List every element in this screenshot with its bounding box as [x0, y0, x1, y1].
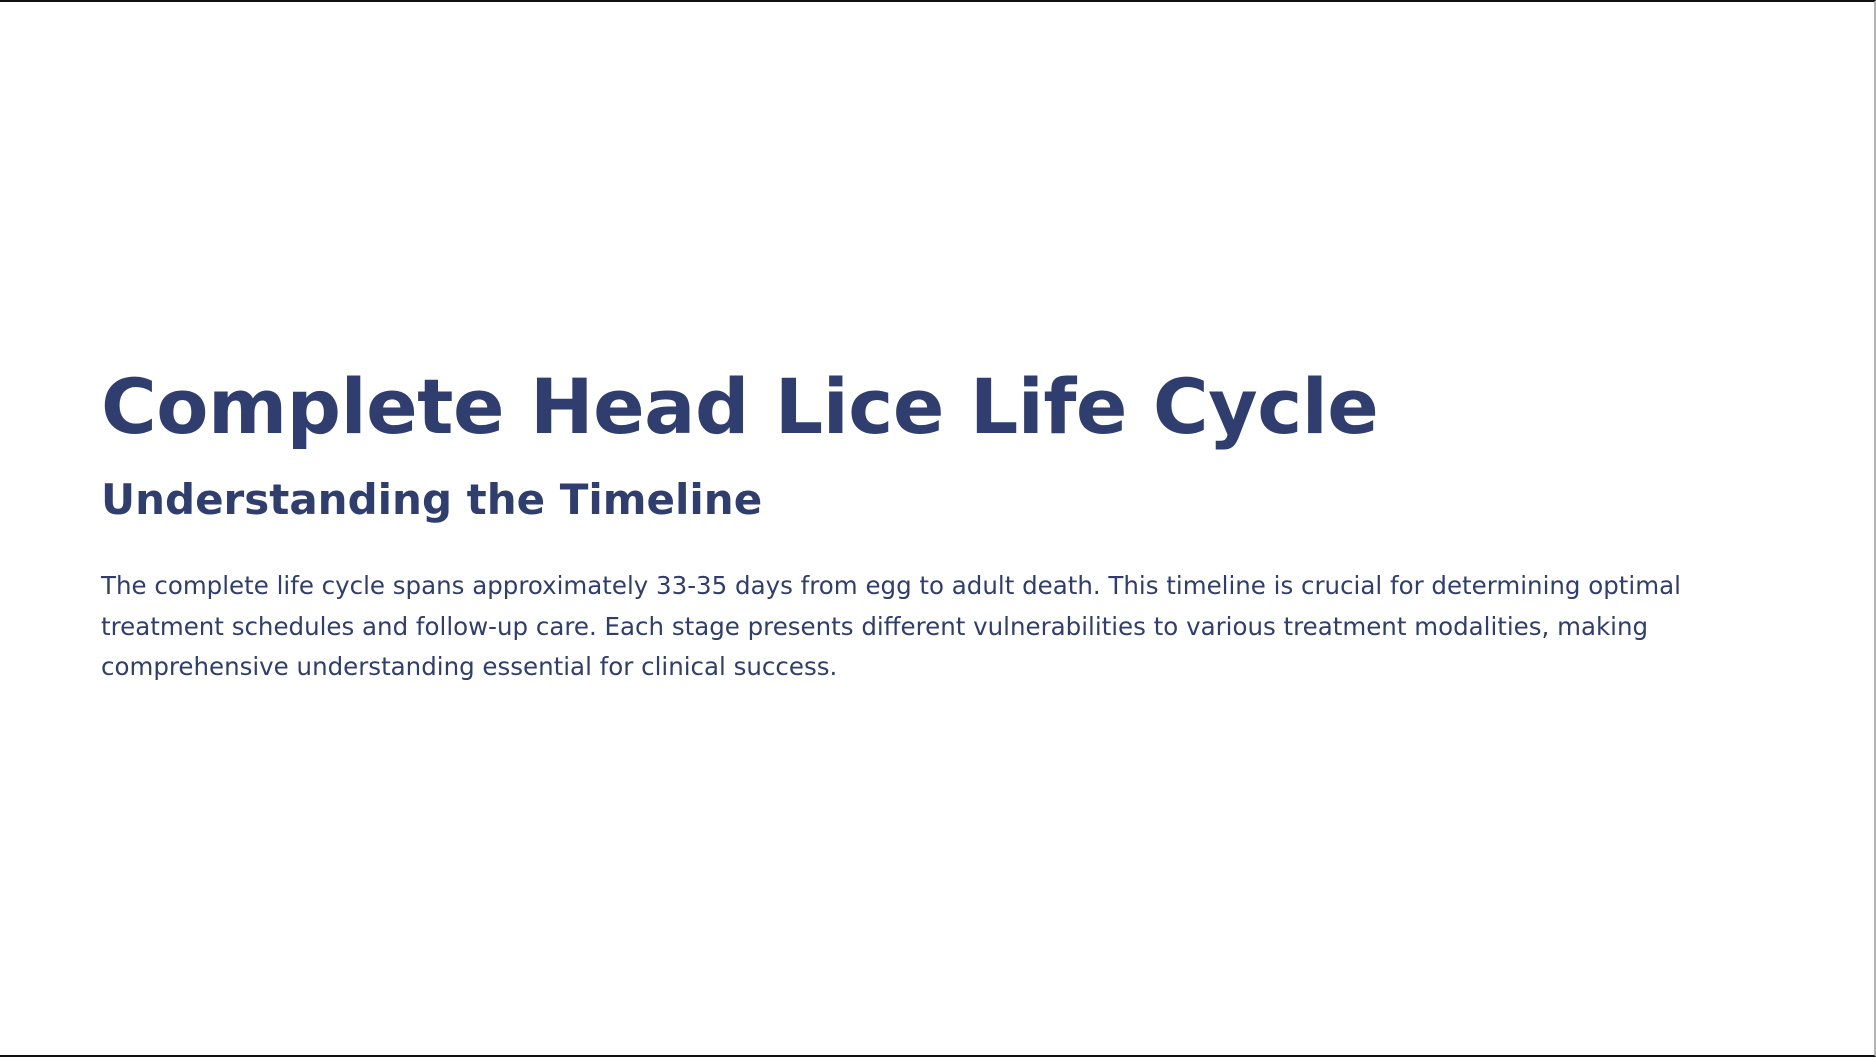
slide-subtitle: Understanding the Timeline — [101, 475, 763, 524]
slide-title: Complete Head Lice Life Cycle — [101, 362, 1379, 451]
slide-content: Complete Head Lice Life Cycle Understand… — [101, 364, 1761, 688]
slide-body-text: The complete life cycle spans approximat… — [101, 571, 1681, 681]
